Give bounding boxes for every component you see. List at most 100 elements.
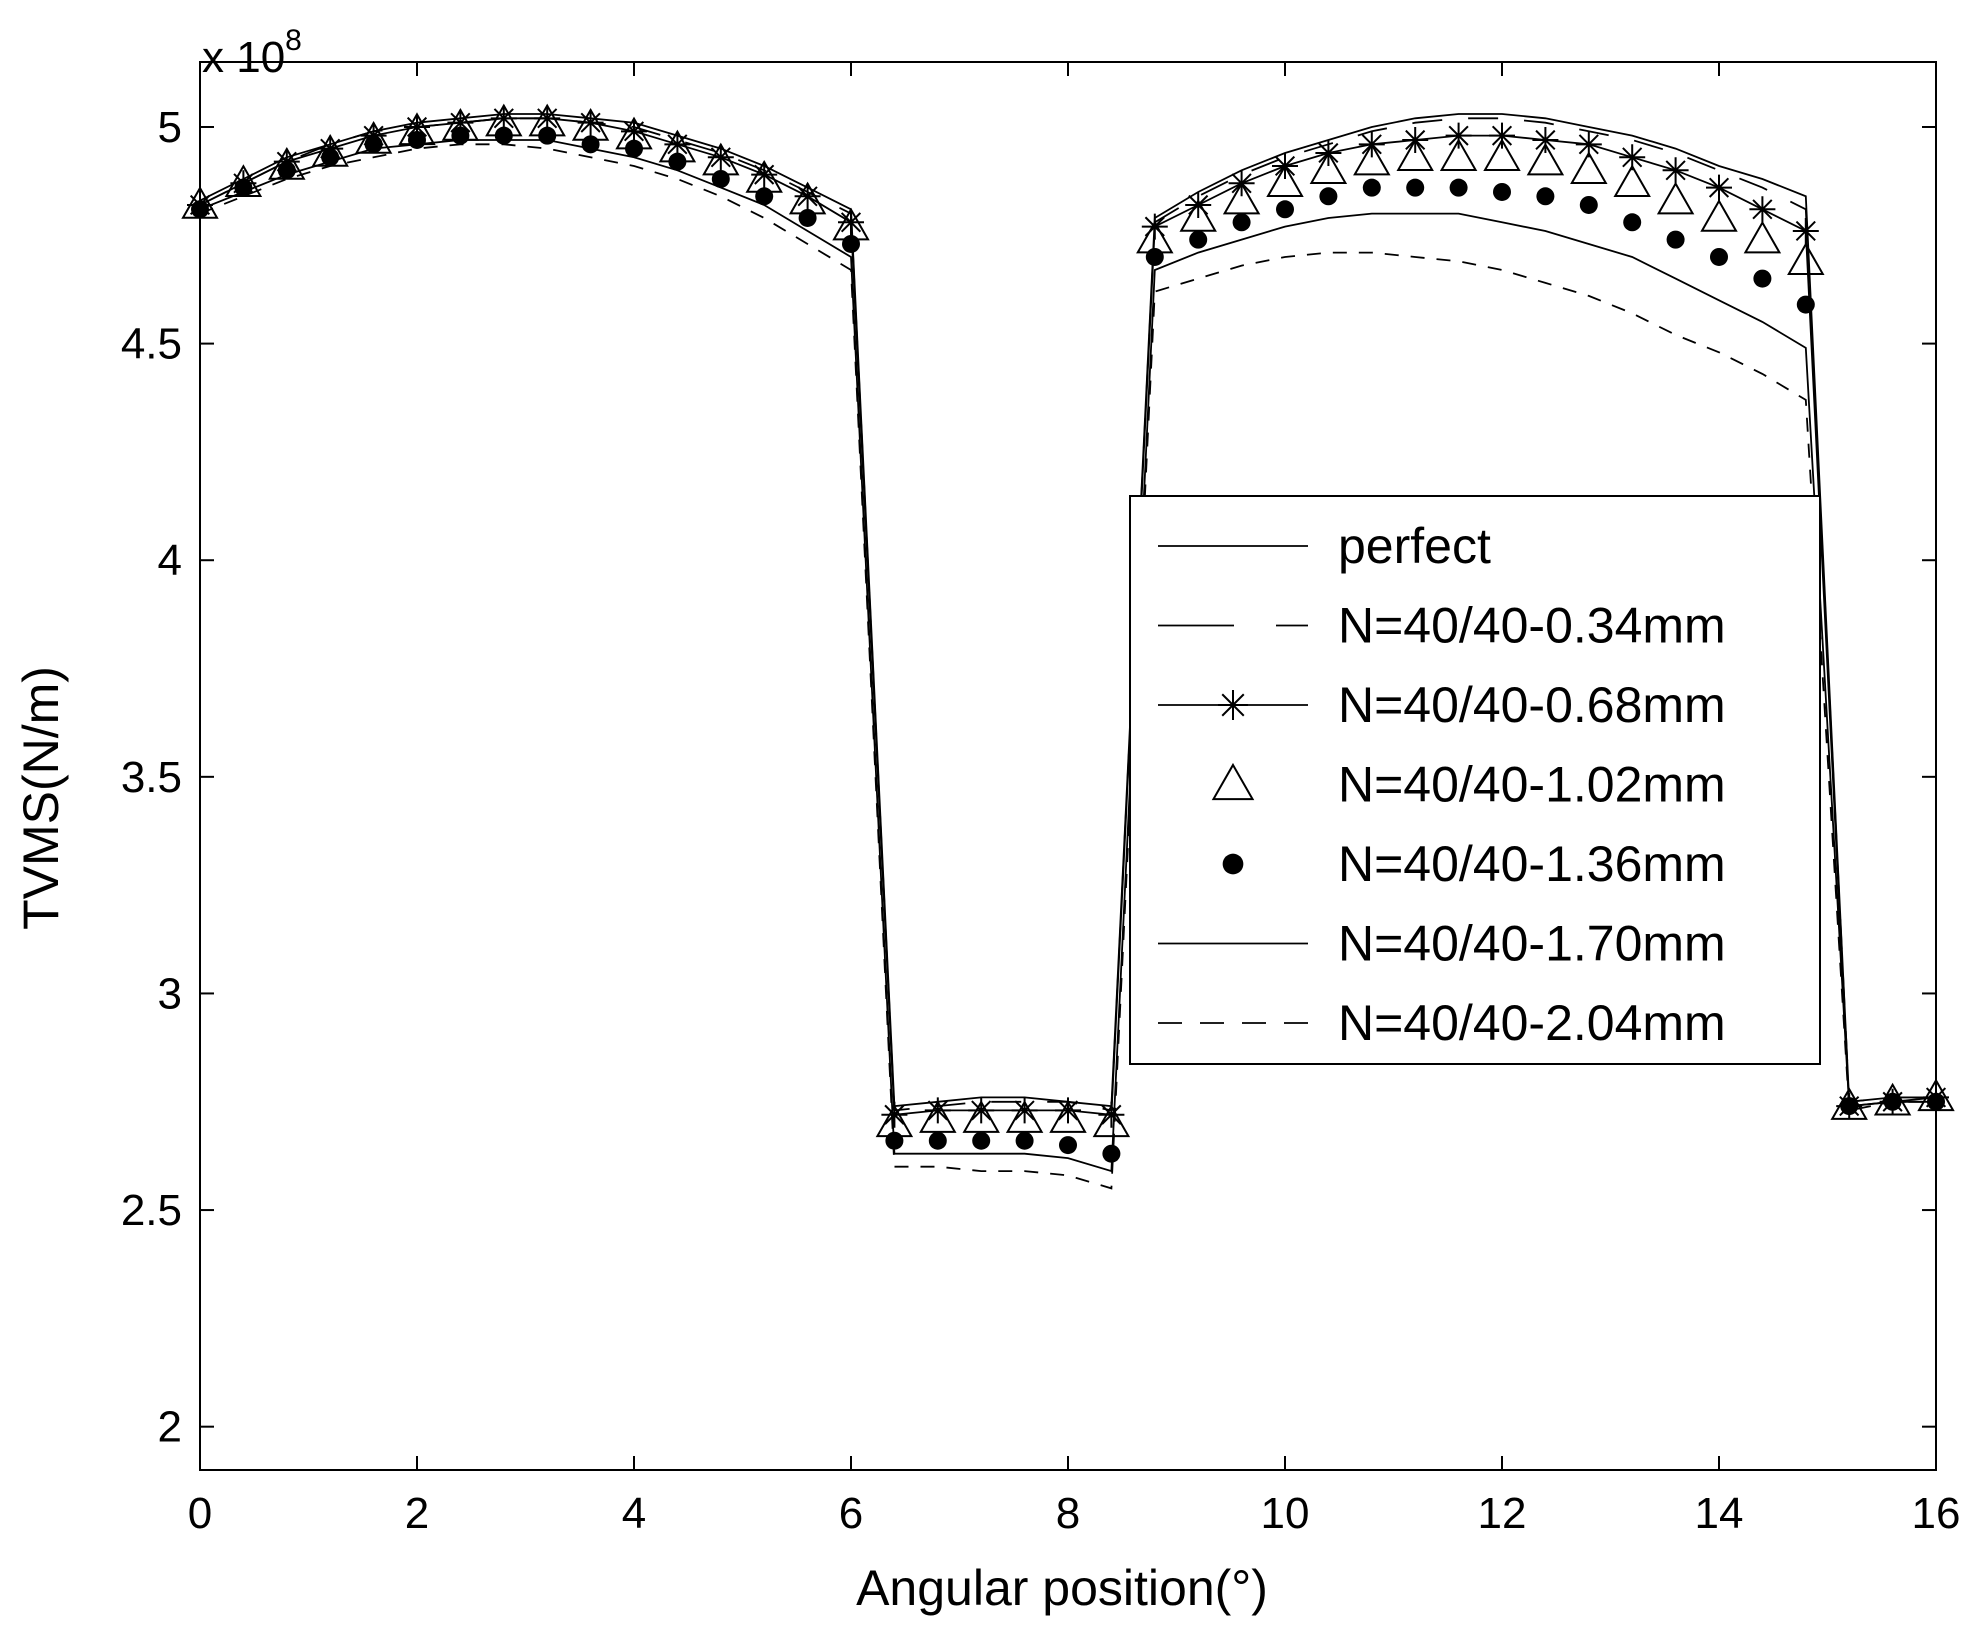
triangle-marker (1570, 151, 1608, 185)
y-tick-label: 4.5 (121, 320, 182, 369)
dot-marker (668, 152, 687, 171)
series-layer (181, 103, 1955, 1190)
series-4 (191, 126, 1945, 1163)
x-tick-label: 16 (1912, 1489, 1961, 1538)
star-marker (621, 118, 647, 145)
dot-marker (1753, 269, 1772, 288)
dot-marker (1059, 1136, 1077, 1155)
dot-marker (625, 139, 643, 158)
dot-marker (234, 178, 253, 197)
star-marker (881, 1101, 908, 1128)
star-marker (490, 105, 517, 132)
y-tick-label: 2.5 (121, 1186, 182, 1235)
series-6 (199, 143, 1936, 1190)
star-marker (1445, 122, 1472, 149)
x-tick-label: 2 (405, 1489, 429, 1538)
dot-marker (1319, 187, 1338, 206)
star-marker (1098, 1101, 1125, 1128)
y-tick-label: 3 (158, 969, 182, 1018)
star-marker (1575, 131, 1602, 158)
x-axis-label: Angular position(°) (856, 1560, 1268, 1616)
star-marker (1218, 690, 1248, 720)
star-marker (968, 1097, 995, 1124)
star-marker (1662, 157, 1689, 184)
legend-item[interactable]: N=40/40-1.70mm (1158, 916, 1726, 972)
dot-marker (711, 169, 730, 188)
triangle-marker (1613, 164, 1651, 198)
x-tick-label: 6 (839, 1489, 863, 1538)
triangle-marker (1439, 138, 1478, 172)
y-axis-multiplier-base: x 10 (202, 33, 285, 82)
dot-marker (408, 130, 426, 149)
legend-item[interactable]: perfect (1158, 518, 1491, 574)
dot-marker (1362, 178, 1381, 197)
star-marker (794, 183, 821, 210)
dot-marker (1406, 178, 1425, 197)
legend-item[interactable]: N=40/40-0.68mm (1158, 677, 1726, 733)
triangle-marker (1787, 242, 1825, 276)
dot-marker (1666, 230, 1685, 249)
dot-marker (798, 208, 817, 227)
legend-item[interactable]: N=40/40-1.02mm (1211, 757, 1726, 813)
dot-marker (1449, 178, 1468, 197)
dot-marker (1493, 182, 1511, 201)
dot-marker (1015, 1131, 1034, 1150)
triangle-marker (1353, 142, 1391, 176)
star-marker (1792, 217, 1819, 244)
triangle-marker (1700, 198, 1738, 232)
dot-marker (1623, 213, 1642, 232)
y-axis-multiplier: x 108 (202, 24, 302, 82)
triangle-marker (1049, 1100, 1087, 1133)
dot-marker (842, 234, 860, 253)
dot-marker (277, 161, 296, 180)
dot-marker (928, 1131, 947, 1150)
star-marker (664, 131, 691, 158)
dot-marker (1579, 195, 1598, 214)
x-tick-label: 0 (188, 1489, 212, 1538)
legend-label: N=40/40-2.04mm (1338, 995, 1726, 1051)
triangle-marker (1396, 138, 1434, 172)
x-tick-label: 10 (1261, 1489, 1310, 1538)
triangle-marker (1266, 164, 1304, 198)
series-5 (199, 139, 1936, 1173)
star-marker (707, 144, 734, 171)
series-line (199, 139, 1936, 1173)
legend-item[interactable]: N=40/40-0.34mm (1158, 598, 1726, 654)
star-marker (924, 1097, 951, 1124)
star-marker (1011, 1097, 1038, 1124)
x-tick-label: 8 (1056, 1489, 1080, 1538)
y-tick-label: 4 (158, 536, 182, 585)
dot-marker (1145, 247, 1164, 266)
y-tick-label: 2 (158, 1403, 182, 1452)
y-axis-label: TVMS(N/m) (13, 666, 69, 930)
dot-marker (1232, 213, 1251, 232)
legend-label: N=40/40-0.34mm (1338, 598, 1726, 654)
legend-item[interactable]: N=40/40-1.36mm (1222, 836, 1726, 892)
dot-marker (1189, 230, 1208, 249)
legend-box (1129, 495, 1821, 1065)
legend-label: perfect (1338, 518, 1491, 574)
star-marker (1619, 144, 1646, 171)
dot-marker (1222, 853, 1244, 875)
dot-marker (494, 126, 513, 145)
dot-marker (1796, 295, 1815, 314)
star-marker (577, 109, 604, 136)
triangle-marker (1092, 1104, 1131, 1138)
legend-item[interactable]: N=40/40-2.04mm (1158, 995, 1726, 1051)
dot-marker (451, 126, 470, 145)
star-marker (1185, 191, 1212, 218)
triangle-marker (1526, 142, 1565, 176)
y-tick-label: 5 (158, 103, 182, 152)
dot-marker (1536, 187, 1555, 206)
legend-label: N=40/40-0.68mm (1338, 677, 1726, 733)
triangle-marker (1656, 181, 1695, 215)
legend[interactable]: perfect N=40/40-0.34mm N=40/40-0.68mm N=40/… (1129, 495, 1821, 1065)
star-marker (751, 161, 778, 188)
dot-marker (972, 1131, 991, 1150)
y-axis-multiplier-exponent: 8 (285, 24, 302, 57)
triangle-marker (1743, 220, 1782, 254)
star-marker (1489, 122, 1515, 149)
y-tick-label: 3.5 (121, 753, 182, 802)
star-marker (1532, 126, 1559, 153)
